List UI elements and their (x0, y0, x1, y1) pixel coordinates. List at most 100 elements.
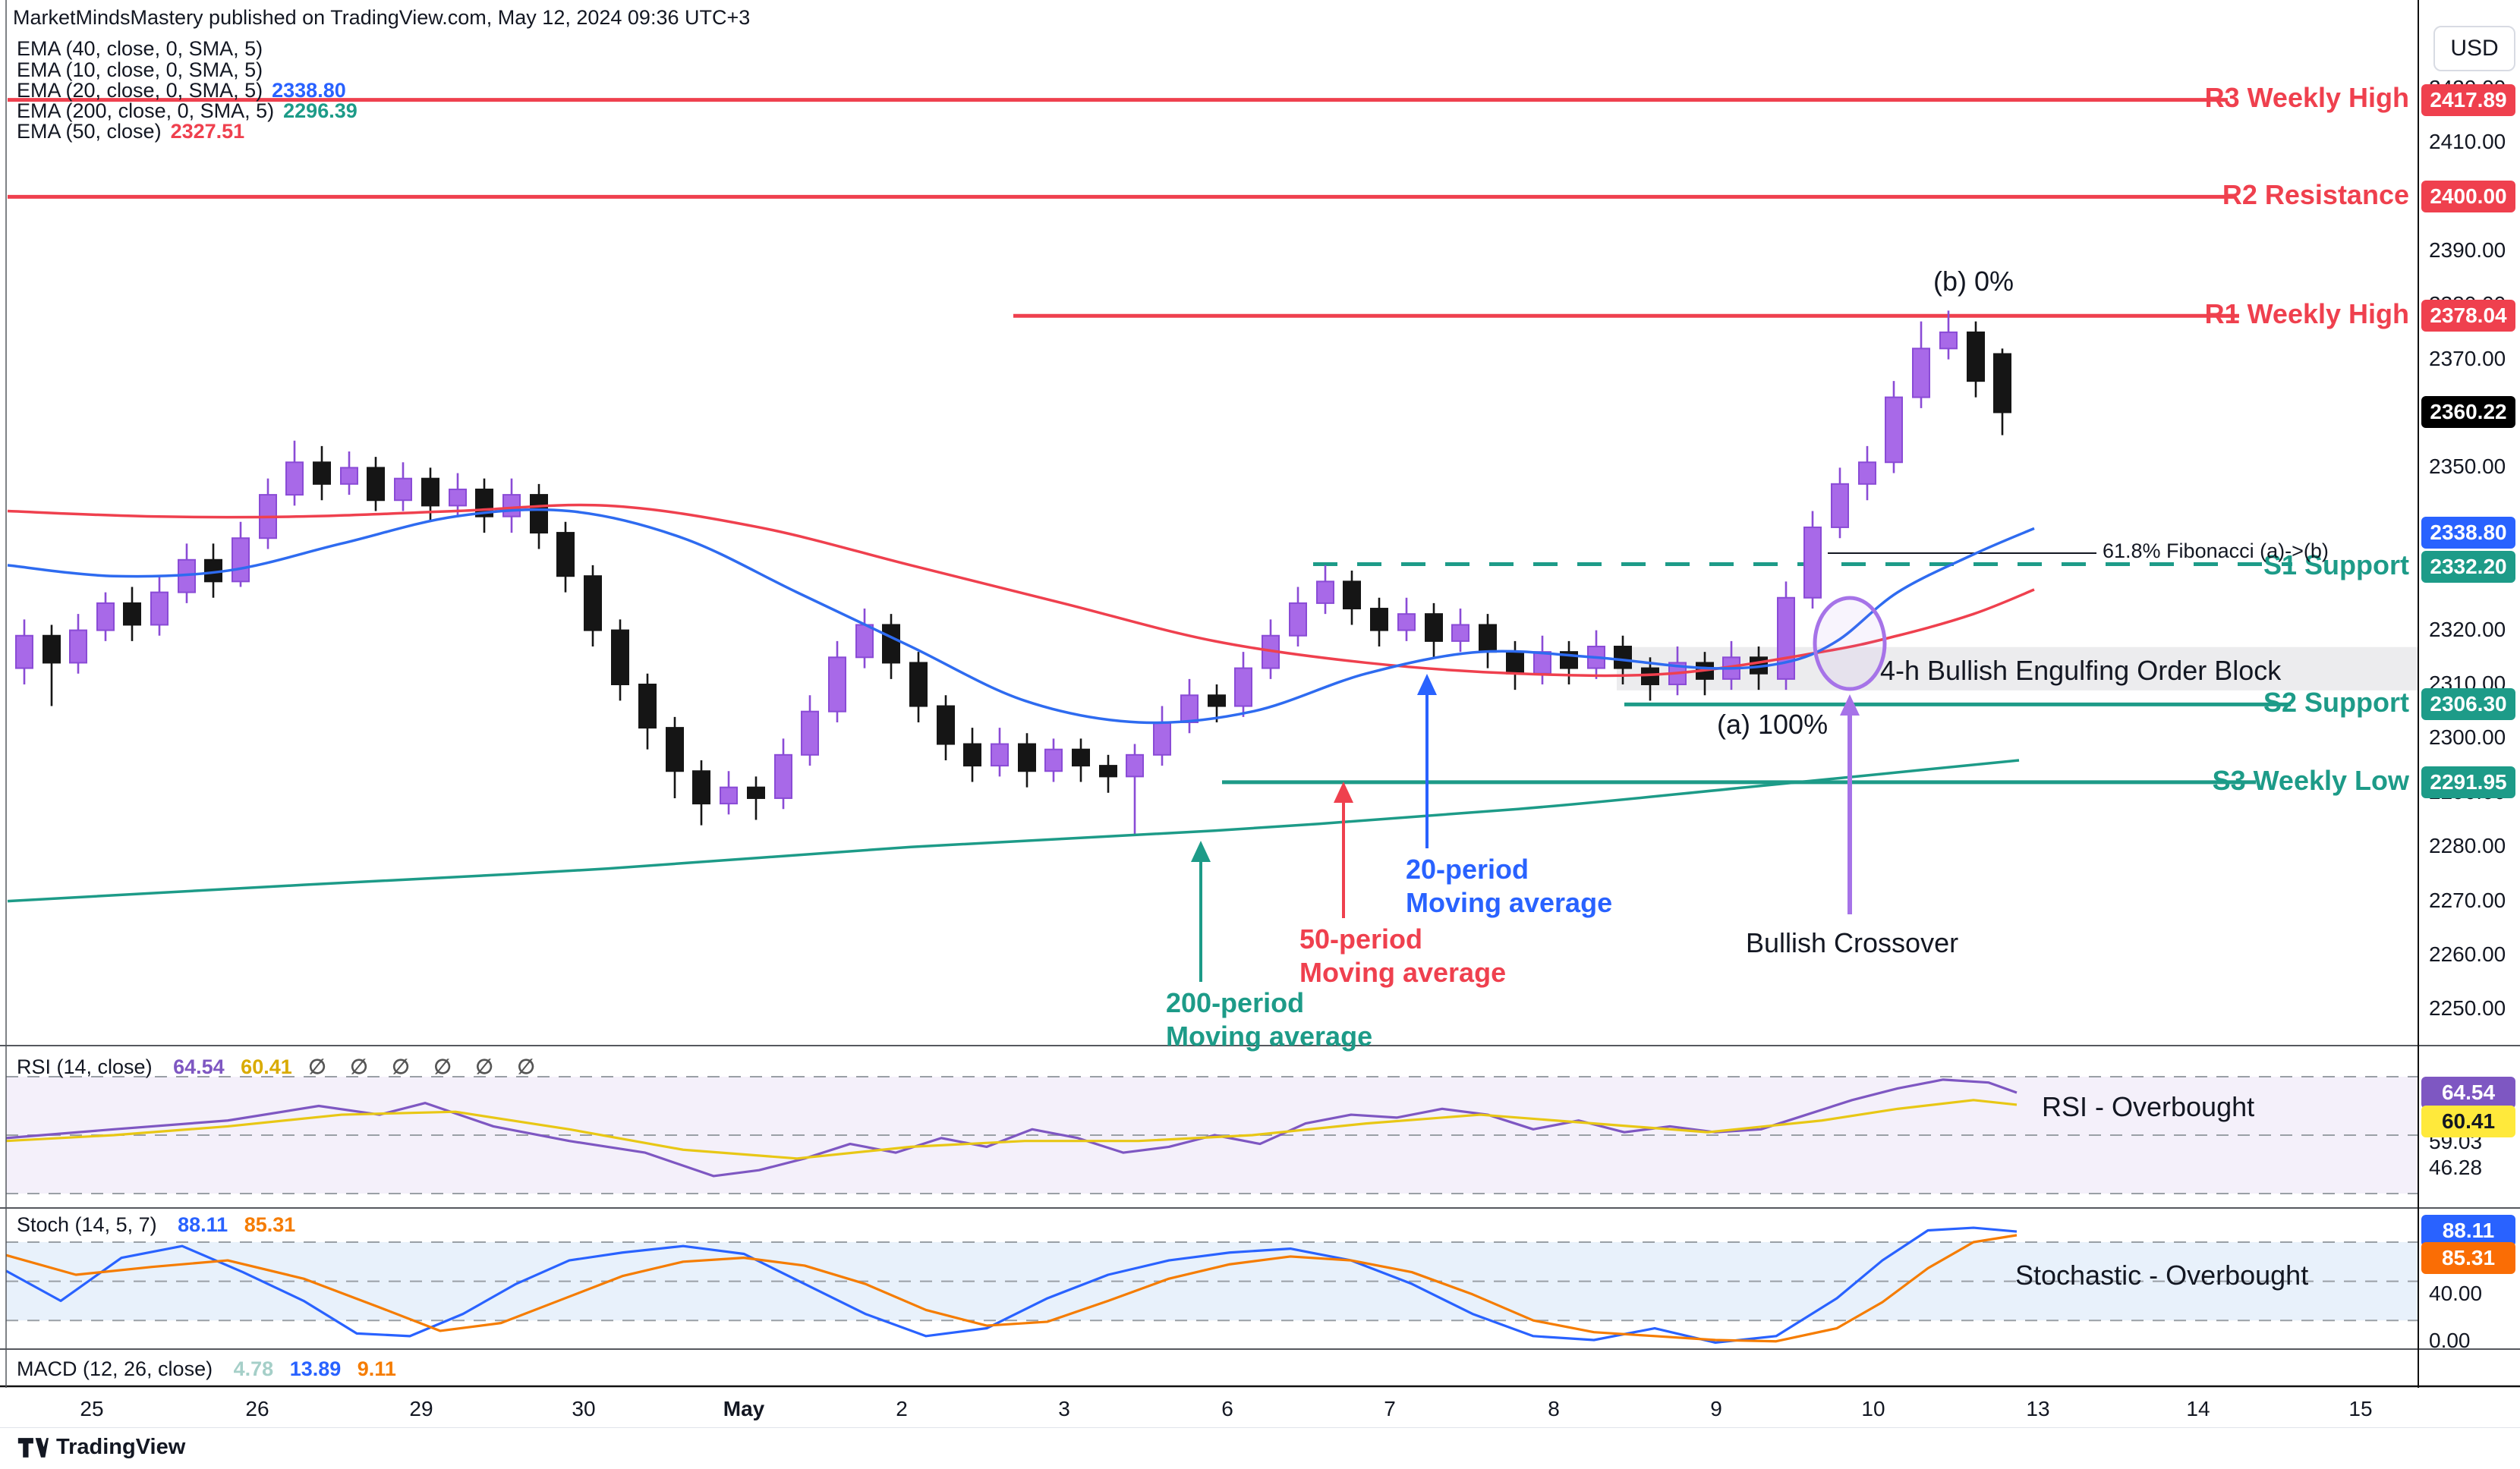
legend-value: 2327.51 (170, 120, 245, 143)
candle (123, 602, 141, 626)
price-badge: 85.31 (2421, 1242, 2515, 1274)
candle (1126, 753, 1144, 778)
legend-label: EMA (50, close) (17, 120, 162, 143)
time-label: 30 (572, 1397, 596, 1420)
scale-tick: 2350.00 (2429, 455, 2506, 479)
time-label: 9 (1710, 1397, 1722, 1420)
candle (855, 624, 874, 659)
order-block-label[interactable]: 4-h Bullish Engulfing Order Block (1880, 655, 2282, 686)
candle (1993, 353, 2011, 414)
rsi-empty-values: ∅ ∅ ∅ ∅ ∅ ∅ (308, 1055, 544, 1078)
candle (1858, 461, 1876, 485)
time-axis[interactable]: 25 26 29 30 May 2 3 6 7 8 9 10 13 14 15 (0, 1388, 2520, 1427)
s3-level-label: S3 Weekly Low (2212, 765, 2409, 796)
candle (285, 461, 304, 496)
tradingview-logo-icon (17, 1438, 49, 1458)
legend-value: 2338.80 (272, 79, 346, 102)
candle (530, 494, 548, 534)
tradingview-logo[interactable]: TradingView (17, 1434, 185, 1460)
scale-tick: 40.00 (2429, 1282, 2483, 1305)
fib-a-label: (a) 100% (1717, 709, 1829, 740)
candle (1451, 624, 1469, 642)
legend-ema-200[interactable]: EMA (200, close, 0, SMA, 5) 2296.39 (17, 99, 358, 123)
legend-label: EMA (10, close, 0, SMA, 5) (17, 58, 263, 81)
scale-tick: 46.28 (2429, 1156, 2483, 1179)
bullish-crossover-label: Bullish Crossover (1746, 927, 1959, 958)
scale-tick: 0.00 (2429, 1329, 2471, 1352)
candle (1614, 646, 1632, 669)
legend-ema-40[interactable]: EMA (40, close, 0, SMA, 5) (17, 37, 272, 61)
r1-level-label: R1 Weekly High (2204, 298, 2409, 329)
rsi-ma-value: 60.41 (241, 1055, 292, 1078)
price-badge: 2306.30 (2421, 688, 2515, 720)
legend-ema-10[interactable]: EMA (10, close, 0, SMA, 5) (17, 58, 272, 82)
candle (1316, 580, 1334, 604)
price-badge: 88.11 (2421, 1215, 2515, 1247)
candle (1533, 651, 1551, 675)
scale-tick: 2250.00 (2429, 996, 2506, 1021)
time-label: 10 (1861, 1397, 1885, 1420)
crossover-circle (1813, 596, 1887, 691)
candle (638, 684, 657, 729)
currency-button[interactable]: USD (2433, 26, 2515, 71)
ma200-label: 200-period Moving average (1166, 987, 1373, 1052)
scale-tick: 2410.00 (2429, 130, 2506, 153)
candle (150, 591, 169, 626)
publish-header: MarketMindsMastery published on TradingV… (13, 6, 751, 29)
legend-label: EMA (40, close, 0, SMA, 5) (17, 37, 263, 60)
rsi-line (5, 1078, 2018, 1178)
candles (15, 310, 2011, 836)
candle (1912, 348, 1930, 398)
r3-level-label: R3 Weekly High (2204, 82, 2409, 113)
candle (1939, 331, 1958, 350)
candle (1479, 624, 1497, 653)
up-arrow-icon (1840, 694, 1860, 716)
candle (828, 656, 846, 712)
rsi-value: 64.54 (173, 1055, 225, 1078)
stoch-title: Stoch (14, 5, 7) (17, 1213, 157, 1236)
candle (1831, 483, 1849, 528)
rsi-ma-line (5, 1099, 2018, 1160)
rsi-title: RSI (14, close) (17, 1055, 153, 1078)
candle (747, 786, 765, 799)
stoch-d-line (5, 1234, 2018, 1343)
time-label: 3 (1058, 1397, 1070, 1420)
time-label: May (723, 1397, 765, 1420)
candle (313, 461, 331, 485)
rsi-legend[interactable]: RSI (14, close) 64.54 60.41 ∅ ∅ ∅ ∅ ∅ ∅ (17, 1055, 555, 1079)
price-badge: 2332.20 (2421, 551, 2515, 583)
legend-ema-50[interactable]: EMA (50, close) 2327.51 (17, 120, 244, 143)
candle (43, 634, 61, 664)
candle (882, 624, 900, 664)
candle (232, 537, 250, 583)
fibonacci-label[interactable]: 61.8% Fibonacci (a)->(b) (2103, 539, 2329, 562)
stoch-k-value: 88.11 (178, 1213, 228, 1236)
macd-legend[interactable]: MACD (12, 26, close) 4.78 13.89 9.11 (17, 1357, 407, 1381)
candle (340, 467, 358, 485)
candle (1425, 613, 1443, 642)
candle (1153, 721, 1171, 756)
fib-b-label: (b) 0% (1933, 266, 2014, 297)
candle (1803, 526, 1822, 599)
time-label: 29 (409, 1397, 433, 1420)
candle (1099, 765, 1117, 778)
macd-hist-value: 4.78 (233, 1357, 274, 1380)
stoch-legend[interactable]: Stoch (14, 5, 7) 88.11 85.31 (17, 1213, 306, 1237)
price-badge: 2291.95 (2421, 766, 2515, 798)
scale-tick: 2270.00 (2429, 888, 2506, 912)
candle (1208, 694, 1226, 707)
candle (909, 662, 928, 707)
price-badge: 2400.00 (2421, 181, 2515, 212)
price-badge: 60.41 (2421, 1106, 2515, 1137)
scale-tick: 2300.00 (2429, 725, 2506, 750)
candle (774, 753, 792, 799)
macd-title: MACD (12, 26, close) (17, 1357, 213, 1380)
candle (963, 743, 981, 767)
candle (801, 710, 819, 756)
r2-level-label: R2 Resistance (2222, 179, 2409, 210)
scale-tick: 2320.00 (2429, 617, 2506, 641)
candle (991, 743, 1009, 767)
legend-ema-20[interactable]: EMA (20, close, 0, SMA, 5) 2338.80 (17, 79, 346, 102)
